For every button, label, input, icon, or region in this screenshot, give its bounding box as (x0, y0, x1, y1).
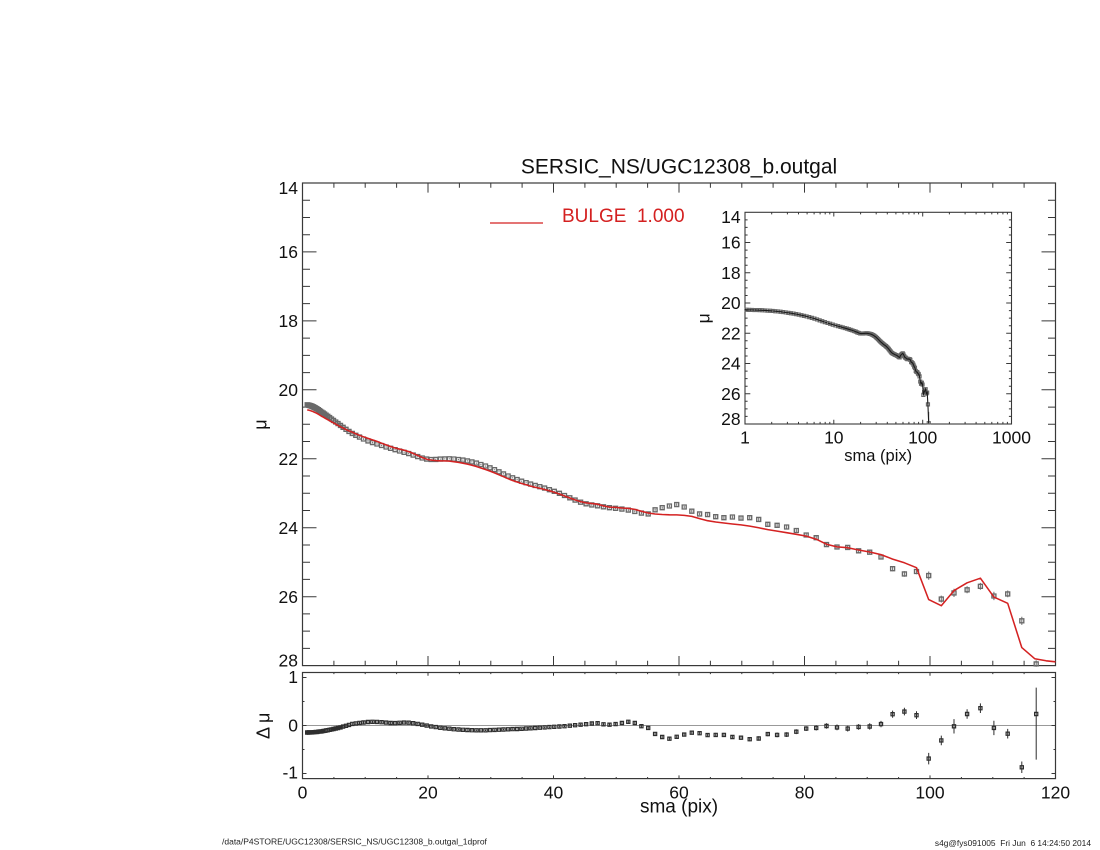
svg-text:20: 20 (279, 380, 299, 400)
svg-text:16: 16 (279, 242, 298, 262)
svg-text:26: 26 (279, 587, 298, 607)
svg-text:s4g@fys091005 Fri Jun 6 14:2: s4g@fys091005 Fri Jun 6 14:24:50 2014 (935, 838, 1091, 848)
svg-text:80: 80 (795, 783, 815, 803)
svg-text:-1: -1 (282, 762, 298, 782)
svg-text:16: 16 (721, 233, 740, 253)
svg-text:14: 14 (279, 178, 299, 198)
svg-text:40: 40 (544, 783, 564, 803)
svg-text:18: 18 (721, 263, 740, 283)
svg-text:18: 18 (279, 311, 298, 331)
svg-text:26: 26 (721, 384, 740, 404)
svg-text:1: 1 (288, 667, 298, 687)
svg-text:0: 0 (288, 716, 298, 736)
svg-text:24: 24 (279, 518, 299, 538)
svg-text:14: 14 (721, 207, 741, 227)
svg-text:0: 0 (298, 783, 308, 803)
svg-text:SERSIC_NS/UGC12308_b.outgal: SERSIC_NS/UGC12308_b.outgal (521, 156, 837, 179)
svg-text:60: 60 (669, 783, 689, 803)
svg-text:20: 20 (721, 293, 741, 313)
svg-text:120: 120 (1041, 783, 1070, 803)
svg-text:20: 20 (418, 783, 438, 803)
svg-text:22: 22 (721, 324, 740, 344)
svg-text:10: 10 (824, 428, 844, 448)
svg-text:100: 100 (908, 428, 937, 448)
svg-text:sma (pix): sma (pix) (640, 797, 718, 818)
svg-text:μ: μ (694, 313, 714, 323)
svg-text:28: 28 (721, 409, 740, 429)
svg-text:100: 100 (915, 783, 944, 803)
svg-text:/data/P4STORE/UGC12308/SERSIC_: /data/P4STORE/UGC12308/SERSIC_NS/UGC1230… (222, 837, 488, 847)
svg-text:1000: 1000 (992, 428, 1031, 448)
svg-text:24: 24 (721, 354, 741, 374)
svg-text:22: 22 (279, 449, 298, 469)
svg-text:Δ μ: Δ μ (254, 713, 274, 739)
svg-text:sma (pix): sma (pix) (844, 447, 912, 465)
svg-text:1: 1 (740, 428, 750, 448)
svg-text:BULGE 1.000: BULGE 1.000 (562, 206, 685, 227)
svg-text:μ: μ (251, 419, 271, 429)
svg-text:28: 28 (279, 651, 298, 671)
